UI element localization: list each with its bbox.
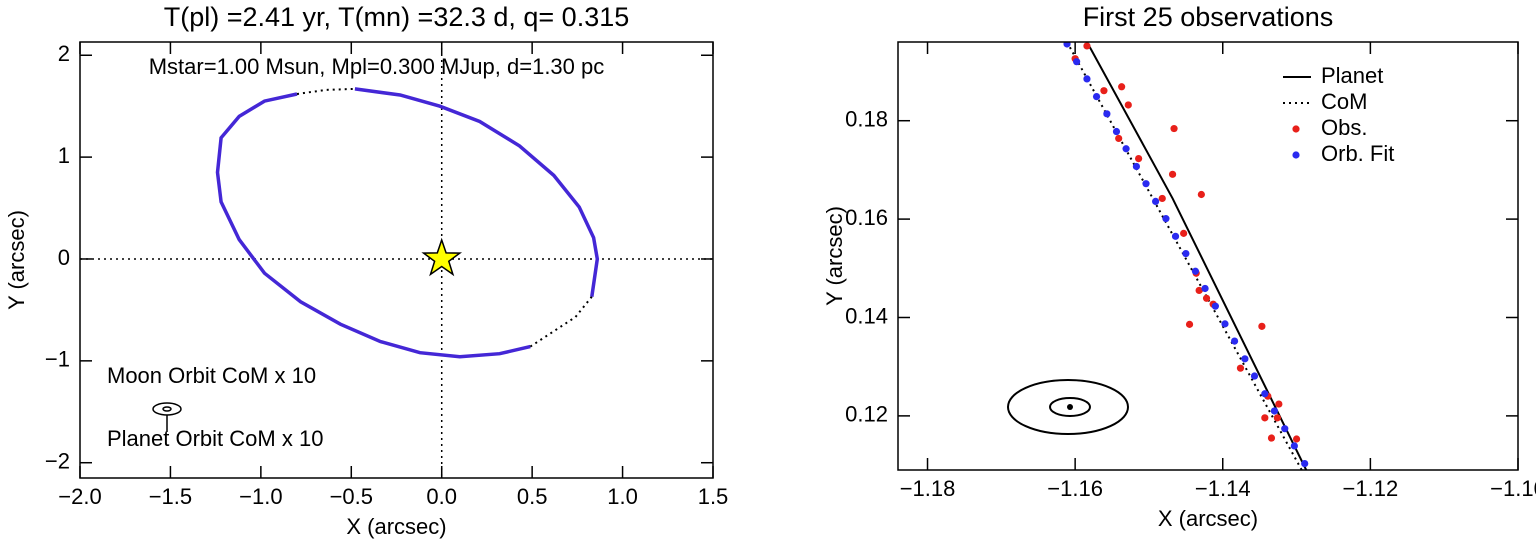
data-point: [1073, 58, 1081, 66]
planet-orbit-inset: [1049, 397, 1091, 417]
data-point: [1112, 127, 1121, 136]
axes-frame: [897, 41, 1519, 471]
plot-area: [1063, 42, 1309, 470]
data-point: [1261, 390, 1269, 398]
legend-label: CoM: [1321, 89, 1367, 114]
chart-title: First 25 observations: [1083, 2, 1334, 32]
data-point: [1122, 145, 1130, 153]
y-axis-label: Y (arcsec): [4, 210, 29, 310]
moon-orbit-inset: [1007, 379, 1129, 435]
x-tick-label: 0.5: [517, 484, 548, 509]
x-tick-label: 1.0: [607, 484, 638, 509]
inset-center: [1067, 404, 1073, 410]
data-point: [1115, 134, 1123, 143]
data-point: [1170, 124, 1178, 133]
legend-label: Obs.: [1321, 115, 1367, 140]
data-point: [1158, 194, 1166, 203]
data-point: [1083, 42, 1091, 50]
x-tick-label: −1.5: [149, 484, 192, 509]
y-tick-label: 0: [58, 245, 70, 270]
x-tick-label: −2.0: [58, 484, 101, 509]
data-point: [1267, 434, 1276, 442]
data-point: [1063, 42, 1071, 48]
data-point: [1292, 435, 1301, 443]
annotation: Moon Orbit CoM x 10: [107, 363, 316, 388]
legend-marker: [1292, 151, 1300, 159]
x-tick-label: −1.0: [239, 484, 282, 509]
x-tick-label: 0.0: [426, 484, 457, 509]
y-tick-label: 2: [58, 41, 70, 66]
data-point: [1261, 414, 1269, 422]
x-tick-label: −1.10: [1490, 476, 1536, 501]
data-point: [1202, 294, 1211, 302]
annotation: Planet Orbit CoM x 10: [107, 426, 323, 451]
series-line: [1086, 42, 1308, 470]
legend-label: Planet: [1321, 63, 1383, 88]
data-point: [1124, 101, 1132, 109]
data-point: [1250, 372, 1259, 380]
x-tick-label: −1.14: [1195, 476, 1251, 501]
data-point: [1230, 337, 1239, 345]
data-point: [1092, 93, 1101, 101]
data-point: [1191, 267, 1200, 275]
x-tick-label: −0.5: [330, 484, 373, 509]
y-tick-label: −1: [45, 347, 70, 372]
axes-frame: [79, 41, 714, 479]
data-point: [1301, 460, 1309, 468]
x-axis-label: X (arcsec): [346, 514, 446, 539]
chart-title: T(pl) =2.41 yr, T(mn) =32.3 d, q= 0.315: [164, 2, 630, 32]
star-marker: [421, 237, 463, 277]
data-point: [1171, 232, 1180, 240]
data-point: [1273, 414, 1281, 422]
moon-orbit-inset: [152, 402, 182, 416]
data-point: [1258, 322, 1266, 330]
data-point: [1132, 162, 1141, 171]
data-point: [1182, 249, 1190, 258]
data-point: [1221, 320, 1229, 328]
data-point: [1118, 83, 1126, 91]
data-point: [1281, 425, 1289, 433]
y-tick-label: 0.16: [845, 205, 888, 230]
x-tick-label: −1.18: [900, 476, 956, 501]
planet-orbit-inset: [162, 406, 172, 412]
annotation: Mstar=1.00 Msun, Mpl=0.300 MJup, d=1.30 …: [149, 54, 605, 79]
data-point: [1201, 284, 1209, 293]
y-tick-label: −2: [45, 449, 70, 474]
y-tick-label: 0.12: [845, 402, 888, 427]
data-point: [1290, 442, 1298, 450]
data-point: [1151, 197, 1160, 205]
series-line: [215, 87, 600, 359]
data-point: [1162, 215, 1170, 223]
data-point: [1135, 154, 1143, 163]
data-point: [1241, 355, 1249, 363]
data-point: [1100, 87, 1108, 95]
data-point: [1168, 170, 1177, 178]
y-tick-label: 1: [58, 143, 70, 168]
x-tick-label: −1.16: [1047, 476, 1103, 501]
data-point: [1083, 75, 1091, 83]
legend-label: Orb. Fit: [1321, 141, 1394, 166]
data-point: [1270, 407, 1279, 415]
data-point: [1103, 110, 1111, 118]
y-tick-label: 0.18: [845, 107, 888, 132]
legend-marker: [1292, 125, 1300, 133]
data-point: [1180, 229, 1188, 237]
data-point: [1197, 190, 1205, 199]
y-axis-label: Y (arcsec): [822, 206, 847, 306]
data-point: [1185, 320, 1194, 328]
data-point: [1275, 400, 1283, 408]
x-tick-label: −1.12: [1343, 476, 1399, 501]
x-axis-label: X (arcsec): [1158, 506, 1258, 531]
x-tick-label: 1.5: [698, 484, 729, 509]
data-point: [1195, 286, 1203, 295]
series-dotted-line: [296, 87, 593, 348]
data-point: [1236, 364, 1245, 372]
y-tick-label: 0.14: [845, 303, 888, 328]
data-point: [1142, 180, 1150, 188]
data-point: [1211, 302, 1219, 310]
plot-area: [80, 42, 713, 478]
